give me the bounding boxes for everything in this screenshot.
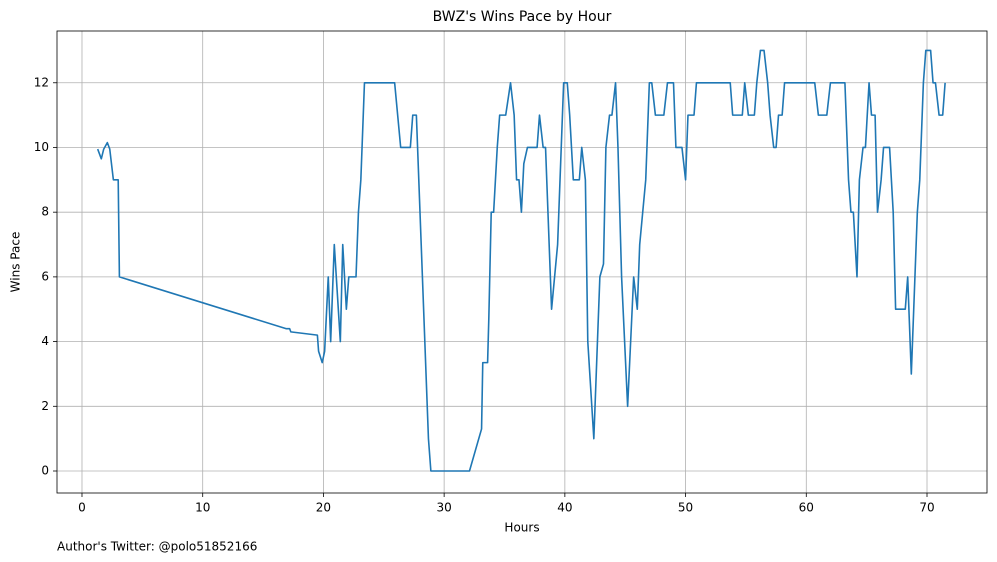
x-tick-label: 0 xyxy=(78,501,86,515)
data-line xyxy=(96,49,946,472)
x-tick-label: 10 xyxy=(195,501,210,515)
y-tick-label: 0 xyxy=(41,464,49,478)
y-tick-label: 12 xyxy=(34,75,49,89)
plot-frame xyxy=(56,30,988,494)
y-tick-label: 6 xyxy=(41,269,49,283)
y-tick-label: 2 xyxy=(41,399,49,413)
chart-title: BWZ's Wins Pace by Hour xyxy=(433,9,612,25)
x-tick-label: 40 xyxy=(557,501,572,515)
x-tick-label: 70 xyxy=(919,501,934,515)
x-tick-label: 50 xyxy=(678,501,693,515)
x-tick-label: 20 xyxy=(316,501,331,515)
footnote: Author's Twitter: @polo51852166 xyxy=(57,540,257,554)
x-tick-label: 30 xyxy=(436,501,451,515)
y-tick-label: 8 xyxy=(41,205,49,219)
y-axis-label: Wins Pace xyxy=(9,232,23,293)
y-tick-label: 10 xyxy=(34,140,49,154)
x-tick-label: 60 xyxy=(799,501,814,515)
y-tick-label: 4 xyxy=(41,334,49,348)
x-axis-label: Hours xyxy=(504,521,539,535)
